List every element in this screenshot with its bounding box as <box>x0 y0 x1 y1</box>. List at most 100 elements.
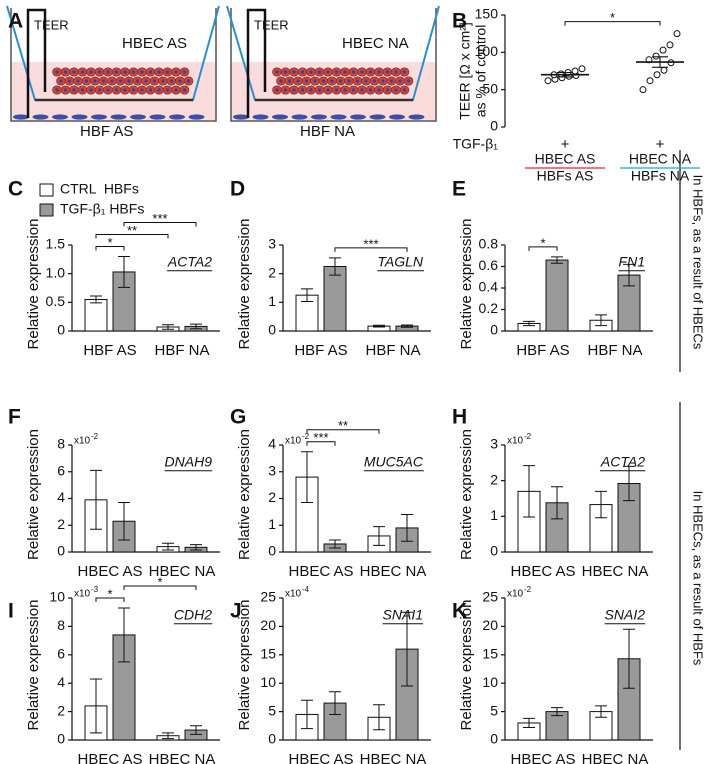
side-label: In HBECs, as a result of HBFs <box>691 491 706 666</box>
fibroblast <box>91 114 107 120</box>
y-tick-label: 0 <box>490 118 498 134</box>
y-tick-label: 3 <box>268 462 276 478</box>
error-bar <box>551 707 563 717</box>
error-bar <box>90 678 102 734</box>
nucleus <box>330 79 334 83</box>
data-point <box>673 30 681 38</box>
nucleus <box>317 88 322 92</box>
x-tick-label: HBEC NA <box>149 563 216 580</box>
nucleus <box>296 79 300 83</box>
data-point <box>653 71 661 79</box>
significance-bracket <box>95 597 125 602</box>
panel-label: B <box>452 10 467 33</box>
nucleus <box>106 88 110 92</box>
nucleus <box>283 70 288 74</box>
nucleus <box>402 88 407 92</box>
teer-label: TEER <box>34 17 69 32</box>
error-bar <box>90 295 102 304</box>
error-bar <box>373 324 385 328</box>
nucleus <box>326 88 330 92</box>
significance-label: * <box>107 586 112 601</box>
y-axis-label: Relative expression <box>236 219 253 350</box>
y-tick-label: 0 <box>57 543 65 559</box>
y-tick-label: 2 <box>268 489 276 505</box>
nucleus <box>338 79 343 83</box>
fibroblast <box>350 114 366 120</box>
nucleus <box>186 79 191 83</box>
x-tick-label: HBF NA <box>365 342 420 359</box>
nucleus <box>351 88 356 92</box>
nucleus <box>381 79 385 83</box>
gene-title: DNAH9 <box>165 454 213 470</box>
y-axis-label: as % of control <box>473 25 489 118</box>
y-tick-label: 3 <box>268 236 276 252</box>
nucleus <box>127 79 131 83</box>
significance-label: ** <box>338 418 348 433</box>
dish <box>230 8 437 122</box>
nucleus <box>343 70 347 74</box>
x-tick-label: HBEC AS <box>510 563 575 580</box>
y-tick-label: 0 <box>490 731 498 747</box>
error-bar <box>190 725 202 735</box>
error-bar <box>329 691 341 715</box>
error-bar <box>551 256 563 264</box>
fibroblast <box>330 114 347 120</box>
significance-label: * <box>540 235 545 250</box>
treatment-label: TGF-β₁ <box>453 136 499 152</box>
panel-label: E <box>452 178 466 201</box>
fibroblast <box>369 114 386 120</box>
nucleus <box>360 70 364 74</box>
y-tick-label: 1 <box>268 293 276 309</box>
y-tick-label: 0 <box>490 322 498 338</box>
panel-label: K <box>452 600 467 623</box>
x-tick-label: HBEC NA <box>582 563 649 580</box>
nucleus <box>398 79 402 83</box>
fibroblast <box>110 114 127 120</box>
x-tick-label: HBEC AS <box>77 563 142 580</box>
significance-bracket <box>123 585 197 590</box>
nucleus <box>182 70 187 74</box>
nucleus <box>110 79 114 83</box>
legend-swatch <box>39 183 54 197</box>
significance-label: *** <box>363 236 378 251</box>
nucleus <box>131 88 136 92</box>
nucleus <box>72 88 76 92</box>
fibroblast-label: HBF AS <box>80 123 133 140</box>
nucleus <box>372 79 377 83</box>
data-point <box>660 66 668 74</box>
nucleus <box>63 88 68 92</box>
y-tick-label: 10 <box>49 589 65 605</box>
nucleus <box>114 70 119 74</box>
nucleus <box>148 70 153 74</box>
significance-bracket <box>95 233 169 239</box>
nucleus <box>283 88 288 92</box>
significance-label: ** <box>127 223 137 238</box>
error-bar <box>190 544 202 551</box>
y-tick-label: 0 <box>268 322 276 338</box>
y-tick-label: 2 <box>57 702 65 718</box>
error-bar <box>623 465 635 502</box>
nucleus <box>135 79 140 83</box>
fibroblast <box>389 114 405 120</box>
nucleus <box>300 88 305 92</box>
nucleus <box>101 79 106 83</box>
nucleus <box>72 70 76 74</box>
y-tick-label: 5 <box>268 702 276 718</box>
x-tick-label: HBEC NA <box>149 751 216 764</box>
fibroblast <box>311 114 327 120</box>
significance-bracket <box>306 429 380 434</box>
multiplier-exponent: -3 <box>91 585 99 594</box>
fibroblast <box>130 114 146 120</box>
nucleus <box>287 79 292 83</box>
x-tick-label: HBEC AS <box>535 151 596 167</box>
nucleus <box>364 79 368 83</box>
y-axis-label: TEER [Ω x cm²] <box>457 22 473 120</box>
x-tick-label: HBEC AS <box>288 751 353 764</box>
error-bar <box>373 704 385 731</box>
error-bar <box>401 611 413 687</box>
significance-label: * <box>157 574 162 589</box>
nucleus <box>131 70 136 74</box>
panel-label: G <box>230 406 246 429</box>
nucleus <box>123 88 127 92</box>
